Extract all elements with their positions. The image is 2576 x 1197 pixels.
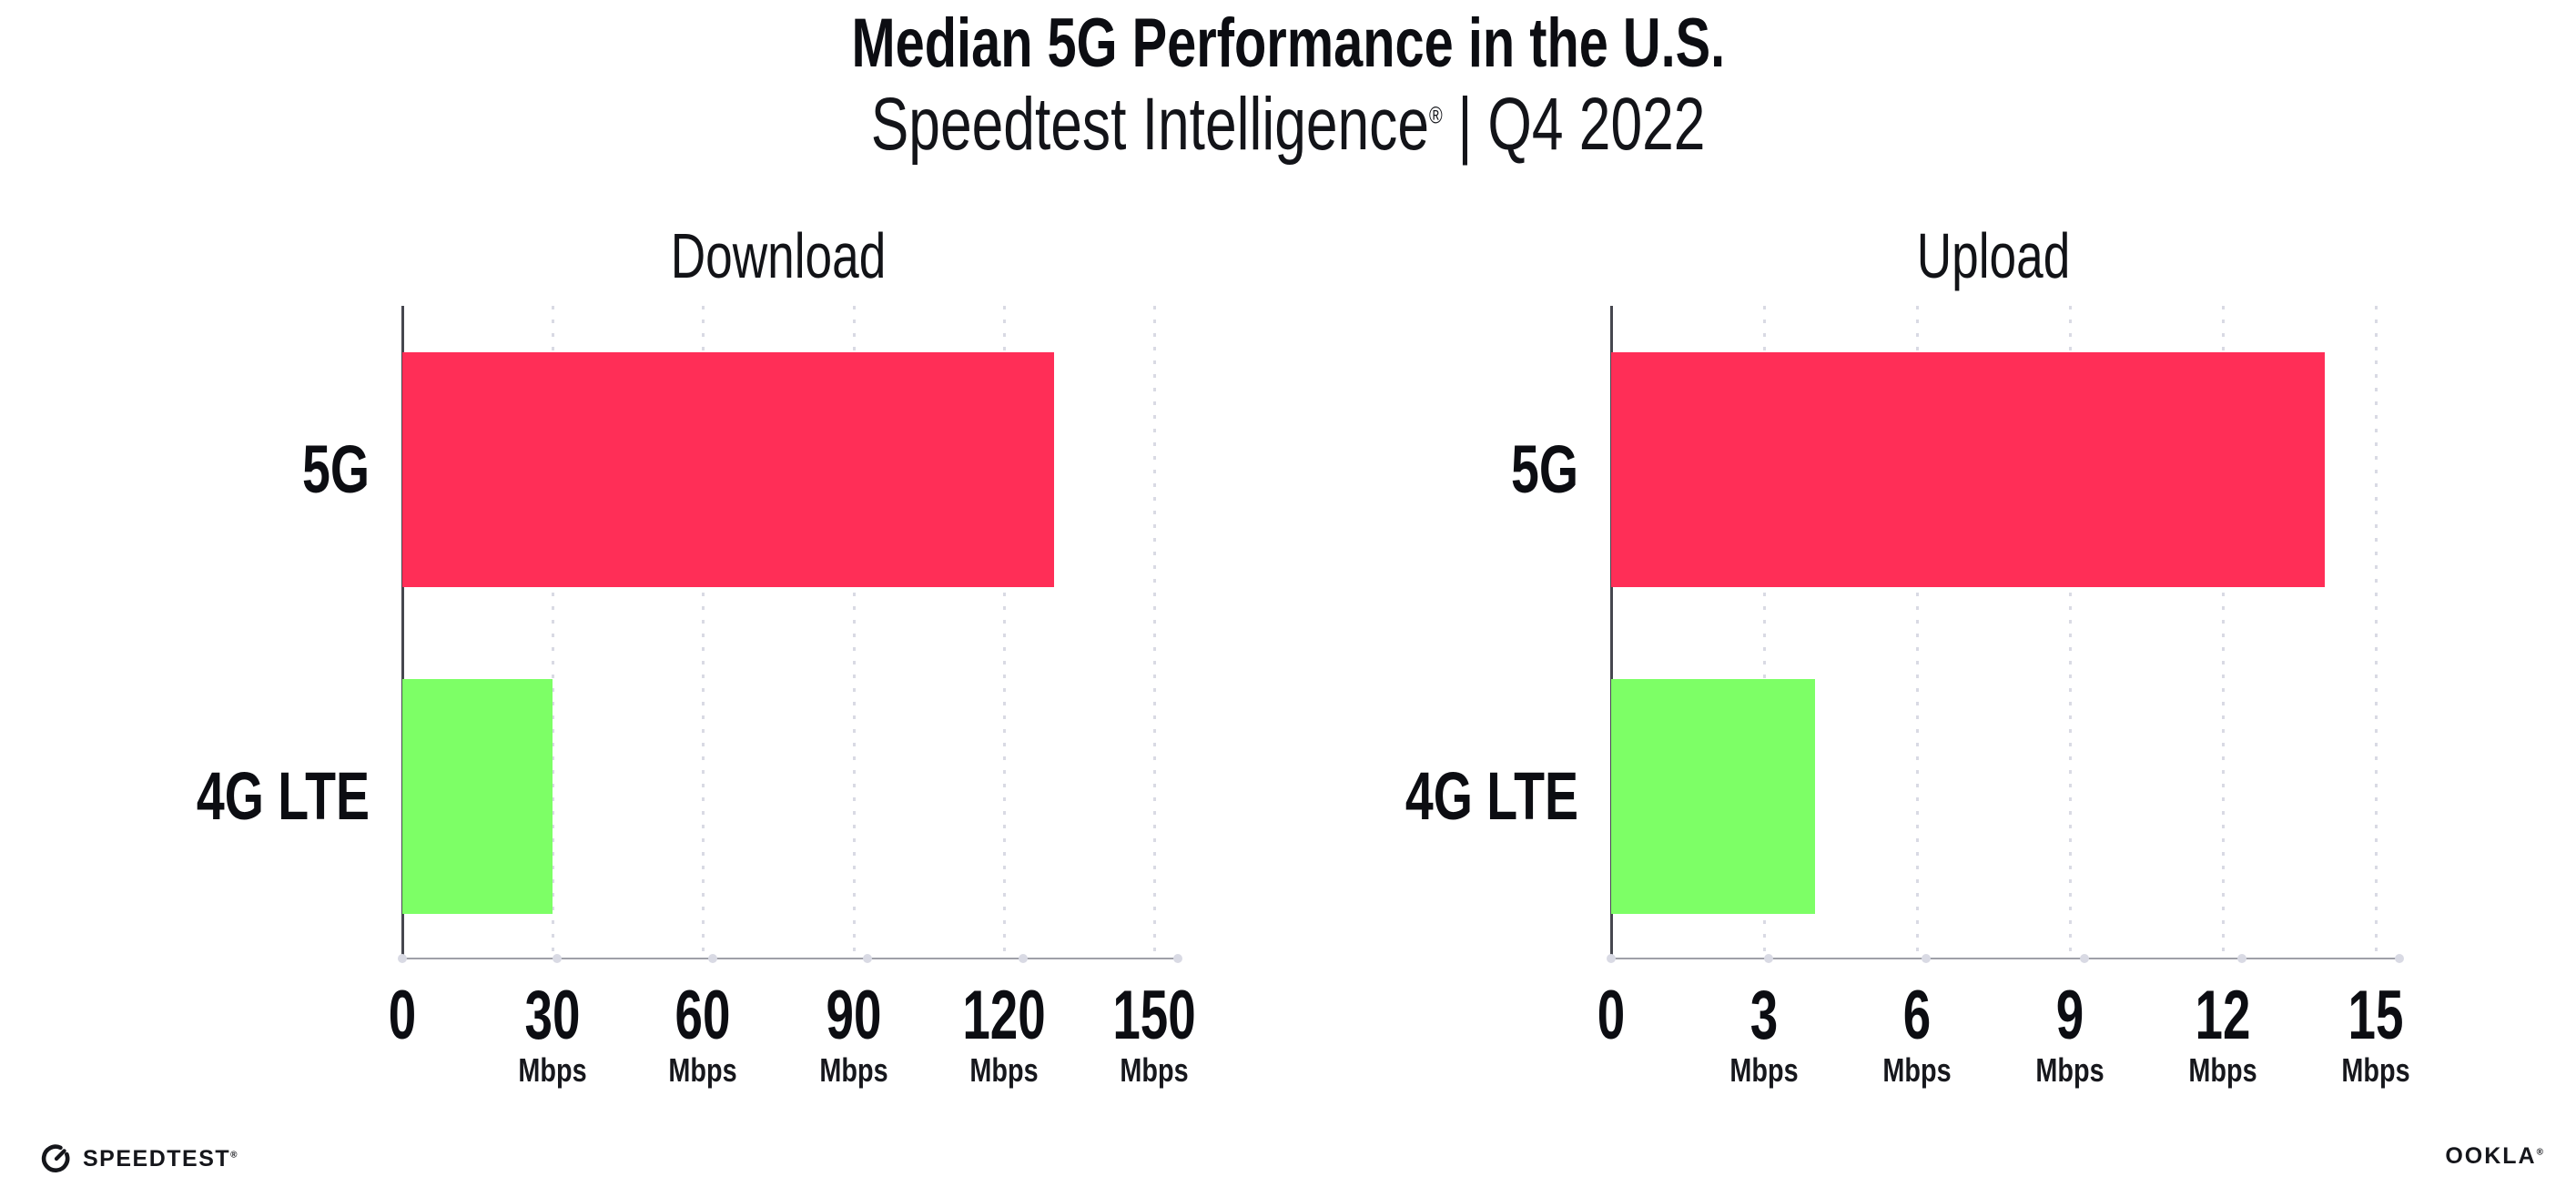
tick-value: 0 (1597, 977, 1626, 1054)
page-title-text: Median 5G Performance in the U.S. (851, 5, 1725, 82)
chart-title: Download (670, 220, 887, 291)
subtitle-separator: | (1457, 83, 1473, 166)
x-tick: 0 (1592, 981, 1630, 1050)
page-subtitle: Speedtest Intelligence® | Q4 2022 (0, 87, 2576, 162)
tick-value: 30 (524, 977, 581, 1054)
x-tick: 120 Mbps (946, 981, 1061, 1087)
gridline (2222, 306, 2225, 959)
upload-chart: Upload 5G 4G LTE 0 3 Mbps 6 Mbps 9 Mbps 12 Mbps 15 Mb… (1405, 224, 2410, 1180)
tick-dot (2079, 954, 2089, 963)
x-tick: 12 Mbps (2180, 981, 2266, 1087)
tick-unit: Mbps (518, 1051, 587, 1089)
tick-unit: Mbps (818, 1051, 888, 1089)
category-label-5g: 5G (1510, 431, 1578, 507)
download-chart: Download 5G 4G LTE 0 30 Mbps 60 Mbps 90 Mbps 120 Mb… (197, 224, 1196, 1180)
bar-row (402, 352, 1154, 587)
bar-row (402, 679, 1154, 914)
gridline (552, 306, 555, 959)
bar-5g (402, 352, 1054, 587)
tick-value: 150 (1112, 977, 1196, 1054)
gridline (1916, 306, 1919, 959)
y-axis (1610, 306, 1613, 959)
tick-value: 6 (1902, 977, 1932, 1054)
tick-dot (1018, 954, 1028, 963)
tick-unit: Mbps (969, 1051, 1039, 1089)
tick-unit: Mbps (2341, 1051, 2410, 1089)
bar-row (1611, 679, 2376, 914)
x-tick: 60 Mbps (660, 981, 745, 1087)
x-axis (398, 954, 1182, 963)
bar-5g (1611, 352, 2325, 587)
tick-value: 0 (388, 977, 417, 1054)
tick-dot (1922, 954, 1932, 963)
subtitle-period: Q4 2022 (1487, 83, 1706, 166)
tick-dot (863, 954, 873, 963)
registered-mark: ® (1428, 101, 1443, 129)
tick-value: 3 (1749, 977, 1779, 1054)
gridline (2069, 306, 2072, 959)
tick-dot (2395, 954, 2404, 963)
x-tick: 9 Mbps (2027, 981, 2113, 1087)
tick-value: 9 (2055, 977, 2084, 1054)
category-label-4g-lte: 4G LTE (196, 758, 370, 834)
x-tick: 150 Mbps (1097, 981, 1212, 1087)
category-label-5g: 5G (301, 431, 370, 507)
tick-dot (553, 954, 563, 963)
y-axis (401, 306, 404, 959)
gridline (852, 306, 856, 959)
x-axis (1607, 954, 2404, 963)
tick-value: 120 (962, 977, 1046, 1054)
x-tick: 90 Mbps (811, 981, 897, 1087)
ookla-registered-mark: ® (2536, 1147, 2545, 1158)
tick-unit: Mbps (668, 1051, 737, 1089)
speedtest-wordmark: SPEEDTEST® (83, 1145, 239, 1172)
tick-dot (707, 954, 717, 963)
subtitle-brand: Speedtest Intelligence (870, 83, 1429, 166)
tick-value: 60 (674, 977, 731, 1054)
x-tick: 0 (383, 981, 421, 1050)
tick-unit: Mbps (1120, 1051, 1189, 1089)
gridline (702, 306, 705, 959)
ookla-label: OOKLA (2445, 1143, 2537, 1169)
chart-title: Upload (1916, 220, 2071, 291)
speedtest-logo: SPEEDTEST® (40, 1141, 238, 1176)
x-tick: 3 Mbps (1721, 981, 1807, 1087)
page-subtitle-text: Speedtest Intelligence® | Q4 2022 (871, 87, 1706, 162)
tick-unit: Mbps (1882, 1051, 1952, 1089)
x-tick: 6 Mbps (1874, 981, 1960, 1087)
gridline (1763, 306, 1766, 959)
plot-area (1607, 306, 2404, 963)
page-title: Median 5G Performance in the U.S. (0, 9, 2576, 78)
tick-unit: Mbps (2035, 1051, 2104, 1089)
tick-unit: Mbps (1729, 1051, 1799, 1089)
tick-value: 15 (2348, 977, 2404, 1054)
x-tick: 15 Mbps (2333, 981, 2419, 1087)
tick-unit: Mbps (2188, 1051, 2257, 1089)
tick-dot (1764, 954, 1774, 963)
gridline (1002, 306, 1006, 959)
gridline (1153, 306, 1156, 959)
bar-row (1611, 352, 2376, 587)
x-tick: 30 Mbps (510, 981, 595, 1087)
plot-area (398, 306, 1182, 963)
tick-value: 90 (826, 977, 882, 1054)
category-label-4g-lte: 4G LTE (1405, 758, 1578, 834)
speedtest-registered-mark: ® (230, 1150, 239, 1161)
speedtest-label: SPEEDTEST (83, 1145, 231, 1172)
tick-dot (1607, 954, 1616, 963)
bar-4g-lte (1611, 679, 1815, 914)
tick-dot (2236, 954, 2246, 963)
tick-dot (398, 954, 407, 963)
ookla-logo: OOKLA® (2445, 1145, 2545, 1168)
tick-value: 12 (2195, 977, 2251, 1054)
speedtest-gauge-icon (41, 1144, 70, 1172)
bar-4g-lte (402, 679, 553, 914)
tick-dot (1173, 954, 1182, 963)
gridline (2375, 306, 2378, 959)
